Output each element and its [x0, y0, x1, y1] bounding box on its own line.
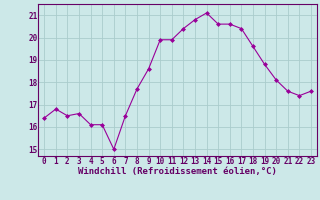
X-axis label: Windchill (Refroidissement éolien,°C): Windchill (Refroidissement éolien,°C): [78, 167, 277, 176]
